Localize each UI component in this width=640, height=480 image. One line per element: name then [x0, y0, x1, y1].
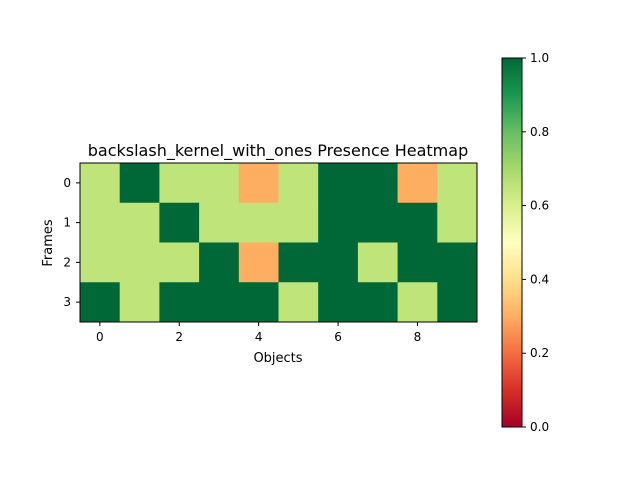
- x-axis-label: Objects: [253, 351, 302, 366]
- heatmap-cell-r0-c8: [397, 163, 438, 204]
- heatmap-cell-r3-c2: [159, 282, 200, 323]
- heatmap-cell-r2-c6: [318, 242, 359, 283]
- y-tick-label: 2: [63, 255, 71, 269]
- colorbar-tick-label: 0.2: [530, 346, 549, 360]
- y-tick-label: 3: [63, 295, 71, 309]
- heatmap-cell-r3-c5: [278, 282, 319, 323]
- heatmap-cell-r1-c8: [397, 202, 438, 243]
- heatmap-cell-r1-c0: [80, 202, 121, 243]
- x-tick-label: 6: [334, 330, 342, 344]
- heatmap-cell-r2-c7: [357, 242, 398, 283]
- colorbar-tick-label: 0.0: [530, 420, 549, 434]
- heatmap-cell-r3-c3: [199, 282, 240, 323]
- colorbar-tick-label: 1.0: [530, 51, 549, 65]
- colorbar-tick-label: 0.8: [530, 125, 549, 139]
- heatmap-cells: [80, 163, 478, 323]
- heatmap-cell-r0-c5: [278, 163, 319, 204]
- colorbar: [501, 57, 523, 428]
- heatmap-cell-r2-c4: [238, 242, 279, 283]
- heatmap-cell-r2-c9: [437, 242, 478, 283]
- colorbar-tick-label: 0.4: [530, 272, 549, 286]
- heatmap-cell-r2-c2: [159, 242, 200, 283]
- y-tick-label: 1: [63, 216, 71, 230]
- heatmap-cell-r2-c5: [278, 242, 319, 283]
- heatmap-cell-r3-c1: [119, 282, 160, 323]
- heatmap-cell-r0-c1: [119, 163, 160, 204]
- heatmap-cell-r0-c2: [159, 163, 200, 204]
- heatmap-cell-r1-c1: [119, 202, 160, 243]
- heatmap-cell-r3-c0: [80, 282, 121, 323]
- heatmap-cell-r2-c8: [397, 242, 438, 283]
- chart-title: backslash_kernel_with_ones Presence Heat…: [88, 141, 468, 161]
- heatmap-cell-r0-c4: [238, 163, 279, 204]
- heatmap-cell-r1-c4: [238, 202, 279, 243]
- y-tick-label: 0: [63, 176, 71, 190]
- heatmap-cell-r3-c9: [437, 282, 478, 323]
- heatmap-cell-r3-c4: [238, 282, 279, 323]
- x-tick-label: 4: [255, 330, 263, 344]
- heatmap-cell-r0-c6: [318, 163, 359, 204]
- heatmap-cell-r3-c8: [397, 282, 438, 323]
- x-tick-label: 8: [414, 330, 422, 344]
- heatmap-cell-r0-c3: [199, 163, 240, 204]
- heatmap-cell-r0-c0: [80, 163, 121, 204]
- heatmap-cell-r1-c6: [318, 202, 359, 243]
- heatmap-cell-r2-c0: [80, 242, 121, 283]
- y-axis-label: Frames: [41, 219, 56, 267]
- heatmap-cell-r1-c5: [278, 202, 319, 243]
- heatmap-cell-r3-c6: [318, 282, 359, 323]
- colorbar-ticks: 0.0 0.2 0.4 0.6 0.8 1.0: [522, 51, 549, 434]
- heatmap-cell-r2-c1: [119, 242, 160, 283]
- y-axis-ticks: 0 1 2 3: [63, 176, 80, 309]
- x-tick-label: 0: [96, 330, 104, 344]
- heatmap-cell-r3-c7: [357, 282, 398, 323]
- x-axis-ticks: 0 2 4 6 8: [96, 322, 421, 344]
- heatmap-cell-r2-c3: [199, 242, 240, 283]
- heatmap-cell-r1-c2: [159, 202, 200, 243]
- heatmap-cell-r1-c7: [357, 202, 398, 243]
- heatmap-cell-r1-c3: [199, 202, 240, 243]
- x-tick-label: 2: [175, 330, 183, 344]
- colorbar-tick-label: 0.6: [530, 199, 549, 213]
- heatmap-cell-r1-c9: [437, 202, 478, 243]
- heatmap-cell-r0-c9: [437, 163, 478, 204]
- plot-frame: [79, 162, 478, 323]
- heatmap-cell-r0-c7: [357, 163, 398, 204]
